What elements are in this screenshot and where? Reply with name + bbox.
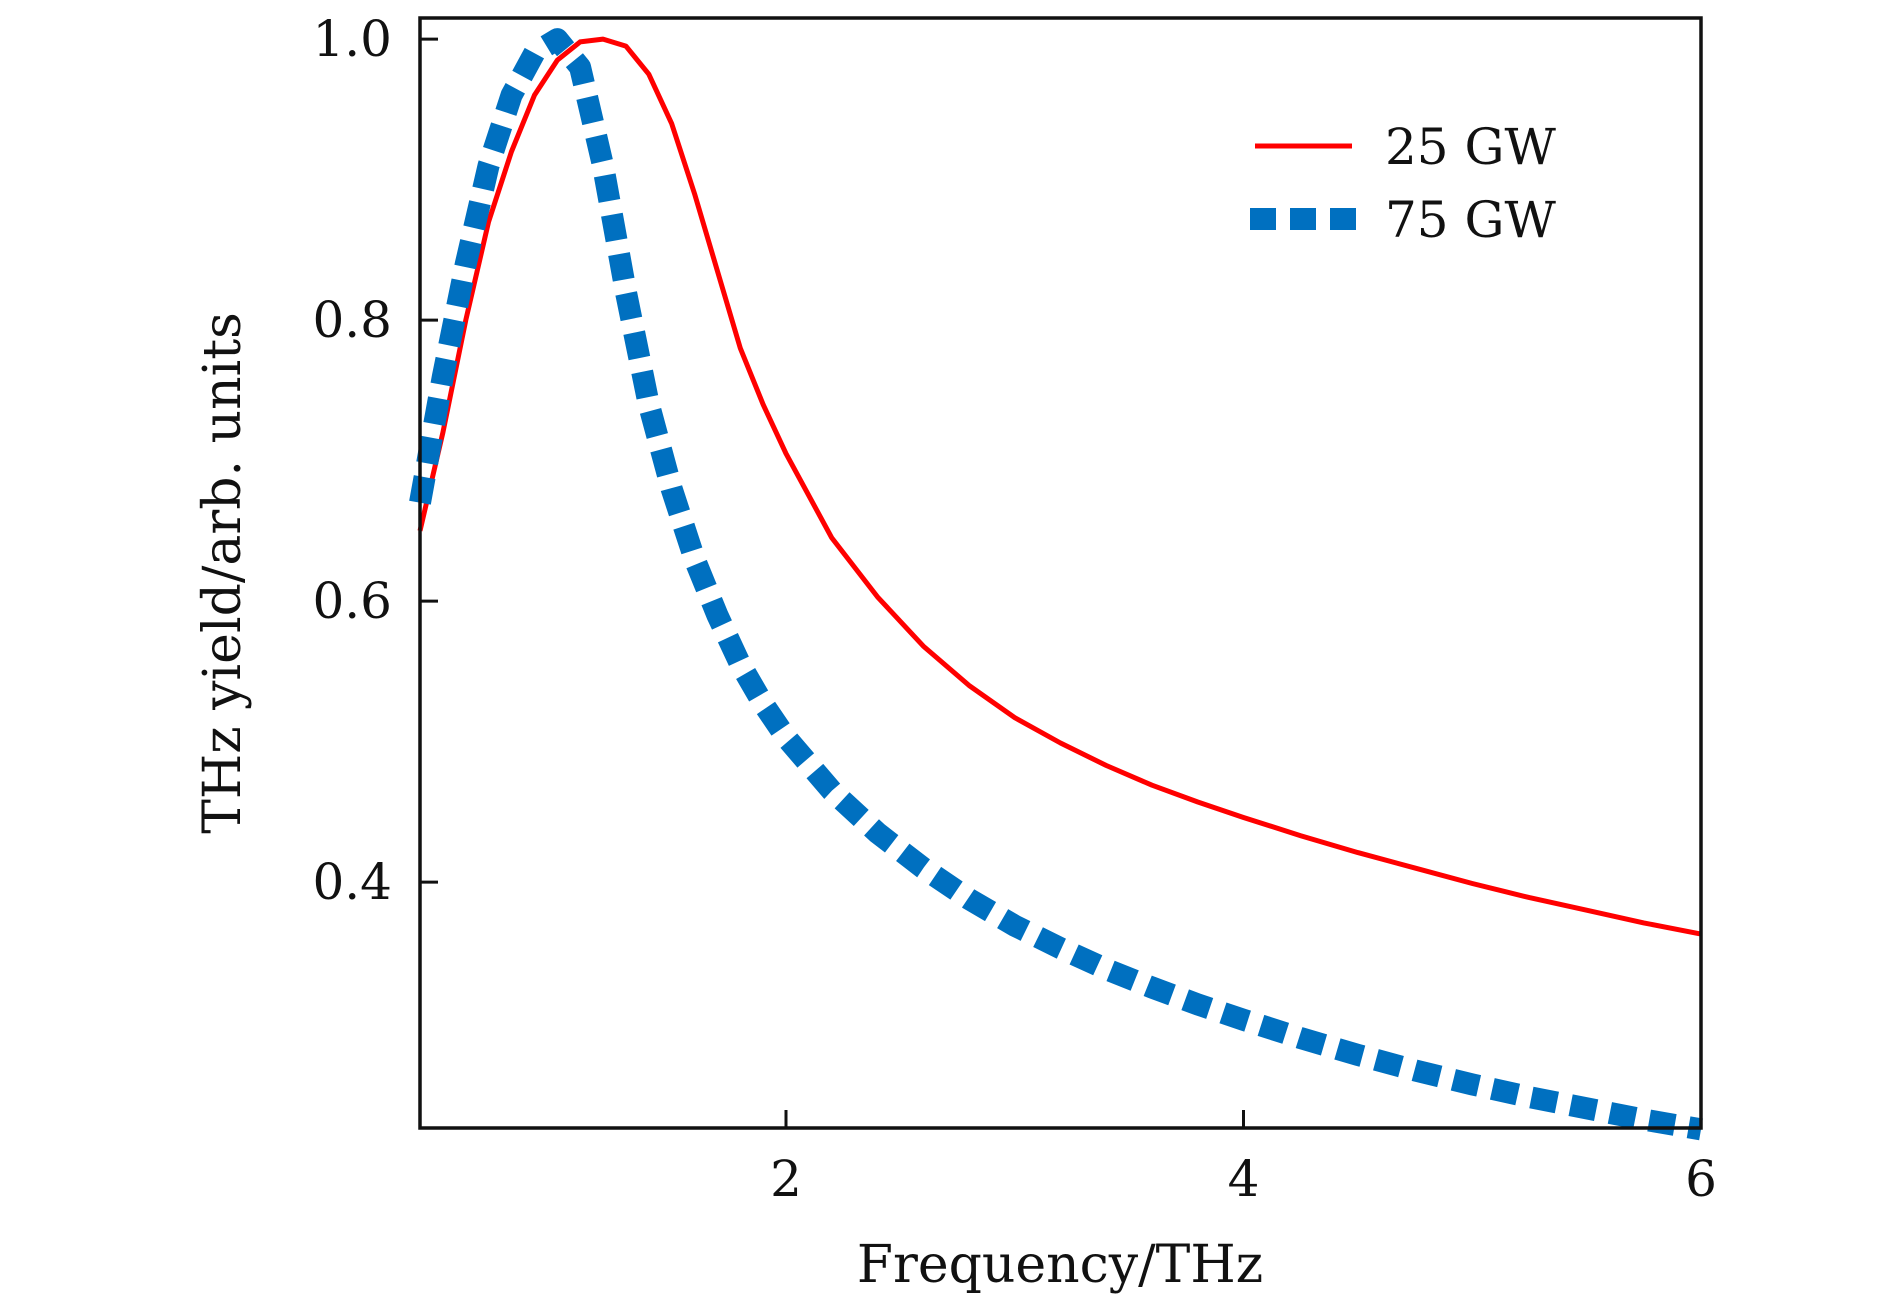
- plot-area: [409, 16, 1703, 1141]
- y-tick-label: 0.8: [312, 291, 392, 349]
- x-axis-ticks: 2 4 6: [770, 1110, 1717, 1208]
- plot-frame: [418, 16, 1703, 1130]
- y-tick-label: 0.4: [312, 853, 392, 911]
- legend-label-25gw: 25 GW: [1385, 118, 1556, 176]
- x-tick-label: 2: [770, 1150, 802, 1208]
- y-axis-title: THz yield/arb. units: [193, 312, 253, 834]
- series-line-25gw: [417, 36, 1702, 937]
- x-axis-title: Frequency/THz: [857, 1235, 1263, 1295]
- x-tick-label: 6: [1685, 1150, 1717, 1208]
- legend: 25 GW 75 GW: [1250, 118, 1556, 249]
- series-layer: [409, 28, 1703, 1141]
- x-tick-label: 4: [1228, 1150, 1260, 1208]
- series-line-75gw: [409, 28, 1703, 1141]
- y-tick-label: 0.6: [312, 572, 392, 630]
- y-axis-ticks: 0.4 0.6 0.8 1.0: [312, 10, 438, 911]
- y-tick-label: 1.0: [312, 10, 392, 68]
- legend-label-75gw: 75 GW: [1385, 191, 1556, 249]
